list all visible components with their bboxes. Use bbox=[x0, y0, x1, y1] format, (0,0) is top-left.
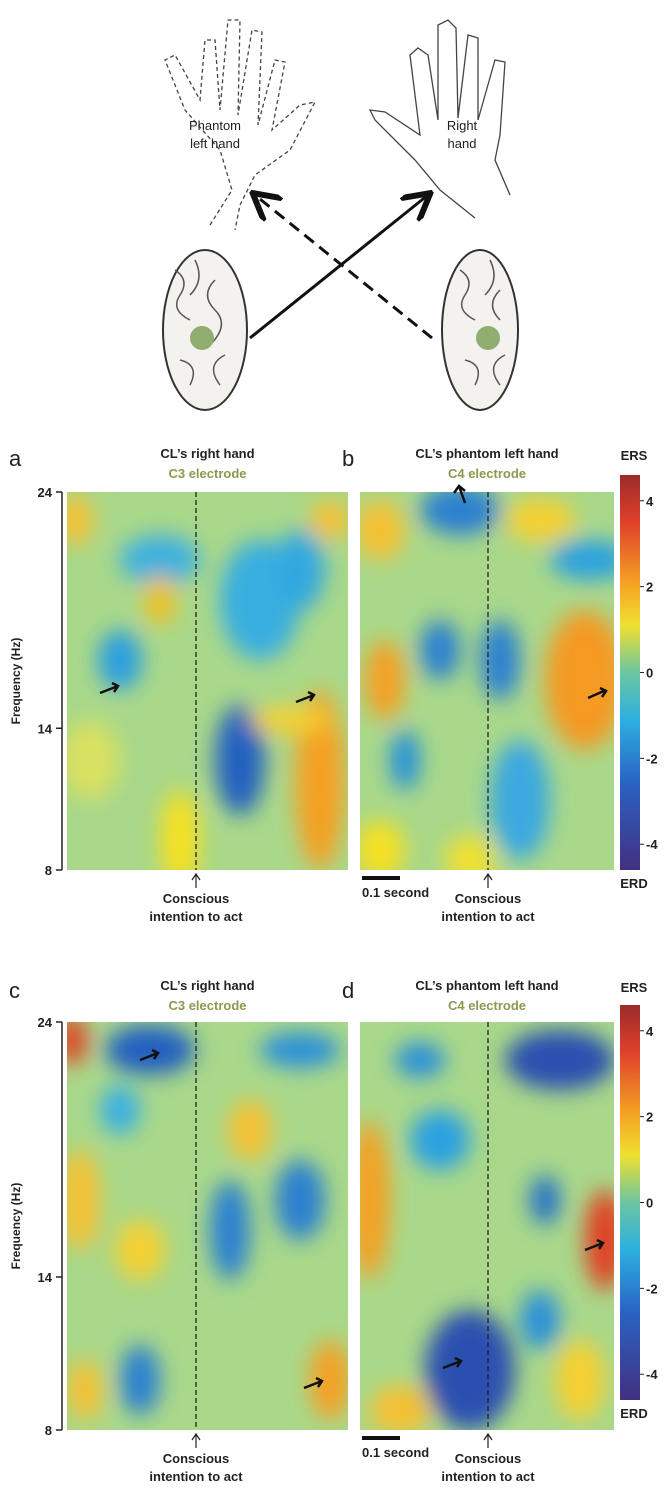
arrow bbox=[249, 195, 428, 340]
panel-title: CL’s right hand bbox=[160, 978, 254, 993]
electrode-label: C3 electrode bbox=[168, 998, 246, 1013]
electrode-dot bbox=[476, 326, 500, 350]
panel-title: CL’s phantom left hand bbox=[415, 446, 558, 461]
right-hand bbox=[368, 19, 511, 219]
panel-letter: d bbox=[342, 978, 354, 1003]
arrow bbox=[255, 195, 433, 340]
event-label: intention to act bbox=[441, 909, 535, 924]
colorbar-bottom-label: ERD bbox=[620, 876, 647, 891]
event-label: Conscious bbox=[163, 891, 229, 906]
y-axis-label: Frequency (Hz) bbox=[9, 1183, 23, 1270]
colorbar-tick-label: -2 bbox=[646, 1281, 658, 1296]
heatmap bbox=[67, 1022, 348, 1430]
colorbar-tick-label: 4 bbox=[646, 1024, 654, 1039]
colorbar-bottom-label: ERD bbox=[620, 1406, 647, 1421]
panel-title: CL’s right hand bbox=[160, 446, 254, 461]
colorbar-tick-label: 0 bbox=[646, 1196, 653, 1211]
event-label: Conscious bbox=[455, 891, 521, 906]
colorbar-tick-label: 2 bbox=[646, 580, 653, 595]
event-caret bbox=[191, 1432, 201, 1448]
phantom-hand bbox=[164, 19, 317, 231]
scale-bar-label: 0.1 second bbox=[362, 885, 429, 900]
y-tick-label: 24 bbox=[38, 485, 53, 500]
colorbar bbox=[620, 1005, 640, 1400]
electrode-dot bbox=[190, 326, 214, 350]
event-label: intention to act bbox=[441, 1469, 535, 1484]
scale-bar-label: 0.1 second bbox=[362, 1445, 429, 1460]
electrode-label: C4 electrode bbox=[448, 998, 526, 1013]
panel-title: CL’s phantom left hand bbox=[415, 978, 558, 993]
annotation-arrows bbox=[99, 484, 608, 1390]
y-tick-label: 8 bbox=[45, 1423, 52, 1438]
schematic: Phantom left hand Right hand bbox=[162, 19, 519, 411]
colorbar-tick-label: -2 bbox=[646, 751, 658, 766]
y-tick-label: 14 bbox=[38, 1270, 53, 1285]
colorbar-tick-label: 0 bbox=[646, 666, 653, 681]
colorbar-top-label: ERS bbox=[621, 448, 648, 463]
colorbar-tick-label: 2 bbox=[646, 1110, 653, 1125]
panel-letter: c bbox=[9, 978, 20, 1003]
event-caret bbox=[191, 872, 201, 888]
event-label: Conscious bbox=[163, 1451, 229, 1466]
y-axis-label: Frequency (Hz) bbox=[9, 638, 23, 725]
event-caret bbox=[483, 872, 493, 888]
heatmap bbox=[67, 492, 348, 870]
colorbar-top-label: ERS bbox=[621, 980, 648, 995]
phantom-label: Phantom left hand bbox=[189, 118, 241, 151]
electrode-label: C3 electrode bbox=[168, 466, 246, 481]
event-label: Conscious bbox=[455, 1451, 521, 1466]
panel-letter: b bbox=[342, 446, 354, 471]
y-tick-label: 14 bbox=[38, 721, 53, 736]
event-caret bbox=[483, 1432, 493, 1448]
y-tick-label: 24 bbox=[38, 1015, 53, 1030]
colorbar-tick-label: -4 bbox=[646, 1367, 658, 1382]
y-tick-label: 8 bbox=[45, 863, 52, 878]
right-label: Right hand bbox=[447, 118, 478, 151]
colorbar-tick-label: 4 bbox=[646, 494, 654, 509]
heatmap bbox=[360, 1022, 614, 1430]
event-label: intention to act bbox=[149, 909, 243, 924]
colorbar-tick-label: -4 bbox=[646, 837, 658, 852]
heatmap bbox=[360, 492, 614, 870]
colorbar bbox=[620, 475, 640, 870]
panel-letter: a bbox=[9, 446, 22, 471]
electrode-label: C4 electrode bbox=[448, 466, 526, 481]
event-label: intention to act bbox=[149, 1469, 243, 1484]
